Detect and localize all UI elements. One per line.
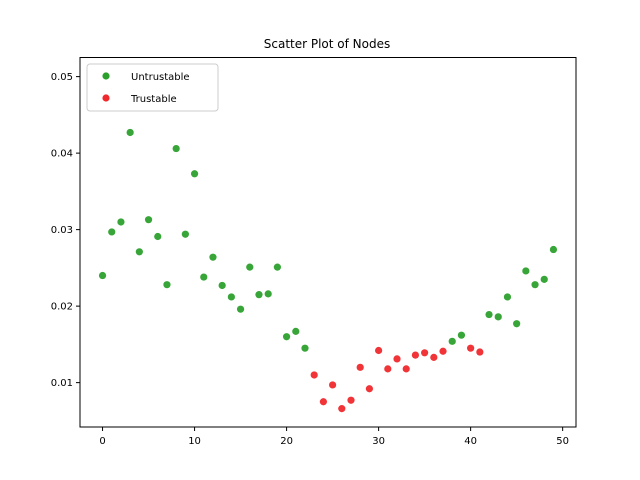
y-axis: 0.01 0.02 0.03 0.04 0.05 <box>51 72 80 389</box>
legend-label-untrustable: Untrustable <box>131 72 190 83</box>
scatter-point-untrustable-8 <box>172 144 180 153</box>
scatter-point-trustable-41 <box>476 348 484 356</box>
scatter-point-untrustable-47 <box>531 281 539 289</box>
scatter-point-untrustable-2 <box>117 218 125 226</box>
scatter-point-trustable-32 <box>393 355 401 363</box>
scatter-point-trustable-29 <box>365 385 374 393</box>
scatter-point-untrustable-15 <box>236 305 245 313</box>
scatter-point-untrustable-10 <box>190 170 199 178</box>
scatter-point-untrustable-43 <box>494 313 502 321</box>
scatter-point-trustable-37 <box>439 347 447 355</box>
scatter-point-trustable-31 <box>384 365 392 373</box>
y-tick-label: 0.01 <box>51 378 73 389</box>
x-tick-label: 10 <box>188 436 201 447</box>
scatter-point-trustable-27 <box>347 396 355 404</box>
scatter-point-untrustable-9 <box>181 230 189 238</box>
scatter-point-untrustable-20 <box>282 333 291 341</box>
legend-marker-untrustable <box>102 72 110 80</box>
scatter-point-untrustable-49 <box>549 245 558 254</box>
scatter-point-untrustable-16 <box>246 263 254 271</box>
scatter-point-trustable-30 <box>375 346 383 355</box>
y-tick-label: 0.02 <box>51 302 73 313</box>
scatter-point-untrustable-48 <box>540 275 548 283</box>
scatter-point-trustable-25 <box>329 381 337 389</box>
scatter-point-trustable-24 <box>319 398 327 406</box>
scatter-point-trustable-33 <box>402 365 410 373</box>
chart-title: Scatter Plot of Nodes <box>264 37 391 51</box>
scatter-point-untrustable-18 <box>264 290 272 298</box>
legend-box <box>86 63 219 112</box>
scatter-point-untrustable-22 <box>301 344 309 352</box>
x-tick-label: 40 <box>464 436 477 447</box>
scatter-point-untrustable-38 <box>448 337 456 345</box>
plot-area-frame <box>79 57 577 428</box>
scatter-point-trustable-36 <box>430 353 438 361</box>
scatter-point-untrustable-1 <box>108 228 116 236</box>
x-tick-label: 50 <box>556 436 569 447</box>
scatter-point-untrustable-12 <box>209 253 217 261</box>
scatter-point-trustable-26 <box>338 405 346 413</box>
x-tick-label: 0 <box>99 436 105 447</box>
x-tick-label: 20 <box>280 436 293 447</box>
scatter-point-untrustable-6 <box>154 232 162 241</box>
scatter-point-trustable-34 <box>411 351 420 359</box>
scatter-point-untrustable-4 <box>135 248 143 256</box>
scatter-point-untrustable-0 <box>98 271 107 280</box>
legend-marker-trustable <box>102 94 110 102</box>
points-layer <box>98 128 558 413</box>
scatter-point-untrustable-46 <box>522 267 530 275</box>
scatter-point-trustable-28 <box>356 363 364 371</box>
scatter-point-untrustable-42 <box>485 310 493 319</box>
scatter-point-untrustable-21 <box>292 327 300 335</box>
scatter-point-untrustable-17 <box>255 291 263 299</box>
scatter-point-untrustable-13 <box>218 281 226 290</box>
scatter-point-untrustable-14 <box>227 293 235 301</box>
scatter-point-untrustable-39 <box>457 331 466 339</box>
y-tick-label: 0.04 <box>51 149 73 160</box>
scatter-point-trustable-35 <box>421 349 429 357</box>
scatter-point-untrustable-44 <box>503 293 512 301</box>
x-tick-label: 30 <box>372 436 385 447</box>
scatter-point-untrustable-45 <box>513 320 521 328</box>
legend: Untrustable Trustable <box>86 63 219 112</box>
scatter-point-trustable-23 <box>310 371 318 379</box>
scatter-point-untrustable-11 <box>200 273 208 281</box>
scatter-point-trustable-40 <box>467 344 475 352</box>
y-tick-label: 0.03 <box>51 225 73 236</box>
y-tick-label: 0.05 <box>51 72 73 83</box>
scatter-point-untrustable-19 <box>273 263 281 271</box>
legend-label-trustable: Trustable <box>130 94 177 105</box>
scatter-point-untrustable-5 <box>144 216 153 224</box>
x-axis: 0 10 20 30 40 50 <box>99 427 569 447</box>
scatter-point-untrustable-3 <box>126 128 134 137</box>
scatter-point-untrustable-7 <box>163 281 171 289</box>
